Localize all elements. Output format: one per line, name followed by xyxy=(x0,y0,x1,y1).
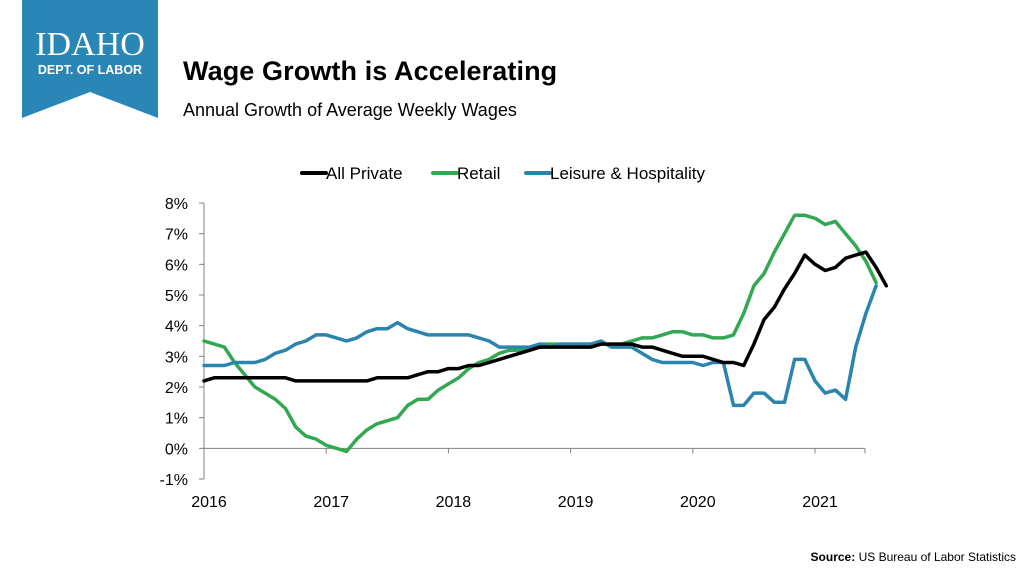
legend-label: Leisure & Hospitality xyxy=(550,164,705,183)
series-line-all-private xyxy=(202,250,889,383)
y-tick-label: 2% xyxy=(165,380,188,397)
source-note: Source: US Bureau of Labor Statistics xyxy=(811,550,1016,564)
logo-org-name: IDAHO xyxy=(35,26,145,63)
x-tick-label: 2019 xyxy=(558,494,594,511)
y-tick-label: 6% xyxy=(165,257,188,274)
x-tick-label: 2018 xyxy=(436,494,472,511)
chart-series-lines xyxy=(202,213,889,454)
x-tick-label: 2017 xyxy=(313,494,349,511)
x-tick-label: 2016 xyxy=(191,494,227,511)
logo-pennant-shape xyxy=(22,0,158,118)
y-tick-label: 7% xyxy=(165,227,188,244)
source-text: US Bureau of Labor Statistics xyxy=(858,550,1016,564)
legend-label: Retail xyxy=(457,164,500,183)
page-title: Wage Growth is Accelerating xyxy=(183,56,558,86)
x-tick-label: 2021 xyxy=(802,494,838,511)
chart-legend: All Private Retail Leisure & Hospitality xyxy=(300,164,705,183)
y-tick-label: 1% xyxy=(165,411,188,428)
series-line-leisure-hospitality xyxy=(202,284,878,408)
y-tick-label: 4% xyxy=(165,319,188,336)
legend-label: All Private xyxy=(326,164,403,183)
y-tick-label: 5% xyxy=(165,288,188,305)
series-line-retail xyxy=(202,213,878,454)
idaho-dol-logo: IDAHO DEPT. OF LABOR xyxy=(22,0,158,118)
chart-axes: 8% 7% 6% 5% 4% 3% 2% 1% 0% -1%2016 2017 2018 2019 202… xyxy=(160,196,866,511)
page-subtitle: Annual Growth of Average Weekly Wages xyxy=(183,100,517,120)
logo-org-sub: DEPT. OF LABOR xyxy=(38,63,142,77)
y-tick-label: 8% xyxy=(165,196,188,213)
y-tick-label: 0% xyxy=(165,441,188,458)
y-tick-label: 3% xyxy=(165,349,188,366)
source-label: Source: xyxy=(810,550,856,564)
y-tick-label: -1% xyxy=(160,472,188,489)
x-tick-label: 2020 xyxy=(680,494,716,511)
